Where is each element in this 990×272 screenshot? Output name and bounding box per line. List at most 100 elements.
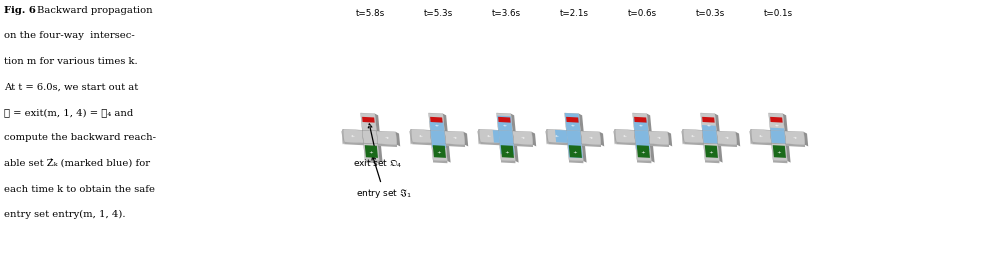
Polygon shape [574,152,577,153]
Polygon shape [514,144,519,163]
Polygon shape [498,130,514,144]
Text: each time k​ to obtain the safe: each time k​ to obtain the safe [4,184,155,193]
Polygon shape [545,129,548,144]
Text: t=3.6s: t=3.6s [491,9,521,18]
Polygon shape [362,117,374,123]
Text: t=5.8s: t=5.8s [355,9,385,18]
Polygon shape [446,144,450,163]
Polygon shape [635,117,646,123]
Polygon shape [498,117,511,123]
Text: on the four-way  intersec-: on the four-way intersec- [4,32,135,41]
Polygon shape [702,117,715,123]
Polygon shape [501,160,516,163]
Polygon shape [438,152,442,153]
Polygon shape [637,145,650,158]
Polygon shape [636,143,651,161]
Polygon shape [768,113,785,131]
Polygon shape [566,117,578,123]
Polygon shape [707,125,711,126]
Polygon shape [411,129,432,143]
Polygon shape [367,125,370,126]
Polygon shape [718,144,723,163]
Polygon shape [785,131,805,145]
Text: compute the backward reach-: compute the backward reach- [4,134,156,143]
Polygon shape [717,131,737,145]
Text: t=0.1s: t=0.1s [763,9,793,18]
Polygon shape [478,129,480,144]
Text: ℒ = exit​(m​, 1, 4) = ℒ₄ and: ℒ = exit​(m​, 1, 4) = ℒ₄ and [4,108,134,117]
Polygon shape [703,131,718,144]
Polygon shape [749,129,752,144]
Polygon shape [804,132,808,146]
Polygon shape [640,125,643,126]
Polygon shape [363,143,379,161]
Polygon shape [683,129,704,143]
Polygon shape [649,144,654,163]
Polygon shape [751,129,771,143]
Polygon shape [752,142,805,147]
Polygon shape [360,113,376,131]
Polygon shape [580,131,601,145]
Polygon shape [503,125,507,126]
Polygon shape [342,129,345,144]
Polygon shape [497,116,512,131]
Polygon shape [410,129,412,144]
Polygon shape [614,129,616,144]
Polygon shape [430,117,443,123]
Text: Backward propagation: Backward propagation [37,6,152,15]
Polygon shape [412,142,465,147]
Polygon shape [445,131,465,145]
Polygon shape [775,125,778,126]
Polygon shape [564,113,580,131]
Polygon shape [364,145,378,158]
Polygon shape [702,130,718,144]
Polygon shape [783,114,788,132]
Polygon shape [432,143,446,148]
Text: tion ​m​ for various times ​k​.: tion ​m​ for various times ​k​. [4,57,138,66]
Polygon shape [548,142,601,147]
Polygon shape [511,114,516,132]
Polygon shape [615,129,636,143]
Polygon shape [705,145,718,158]
Polygon shape [648,131,669,145]
Polygon shape [375,114,380,132]
Polygon shape [642,152,645,153]
Polygon shape [565,113,580,131]
Polygon shape [773,145,786,158]
Polygon shape [429,113,445,131]
Polygon shape [635,130,649,144]
Polygon shape [566,130,582,144]
Text: entry set $\mathfrak{I}_1$: entry set $\mathfrak{I}_1$ [356,156,412,200]
Polygon shape [701,113,717,131]
Polygon shape [771,143,787,161]
Polygon shape [555,130,567,143]
Polygon shape [635,131,649,144]
Polygon shape [506,152,509,153]
Polygon shape [778,152,781,153]
Polygon shape [433,160,447,163]
Polygon shape [770,128,784,131]
Polygon shape [600,132,604,146]
Polygon shape [736,132,741,146]
Polygon shape [501,145,514,158]
Polygon shape [582,144,587,163]
Text: t=5.3s: t=5.3s [424,9,452,18]
Polygon shape [634,119,648,131]
Polygon shape [715,114,720,132]
Polygon shape [497,113,513,131]
Polygon shape [463,132,468,146]
Polygon shape [567,143,583,158]
Polygon shape [646,114,651,132]
Polygon shape [362,130,378,144]
Polygon shape [633,113,648,131]
Polygon shape [500,143,515,155]
Polygon shape [705,160,720,163]
Polygon shape [702,125,717,131]
Polygon shape [704,143,720,161]
Polygon shape [431,130,446,144]
Text: Fig. 6: Fig. 6 [4,6,40,15]
Polygon shape [378,144,382,163]
Polygon shape [571,125,574,126]
Polygon shape [684,142,737,147]
Polygon shape [431,131,446,144]
